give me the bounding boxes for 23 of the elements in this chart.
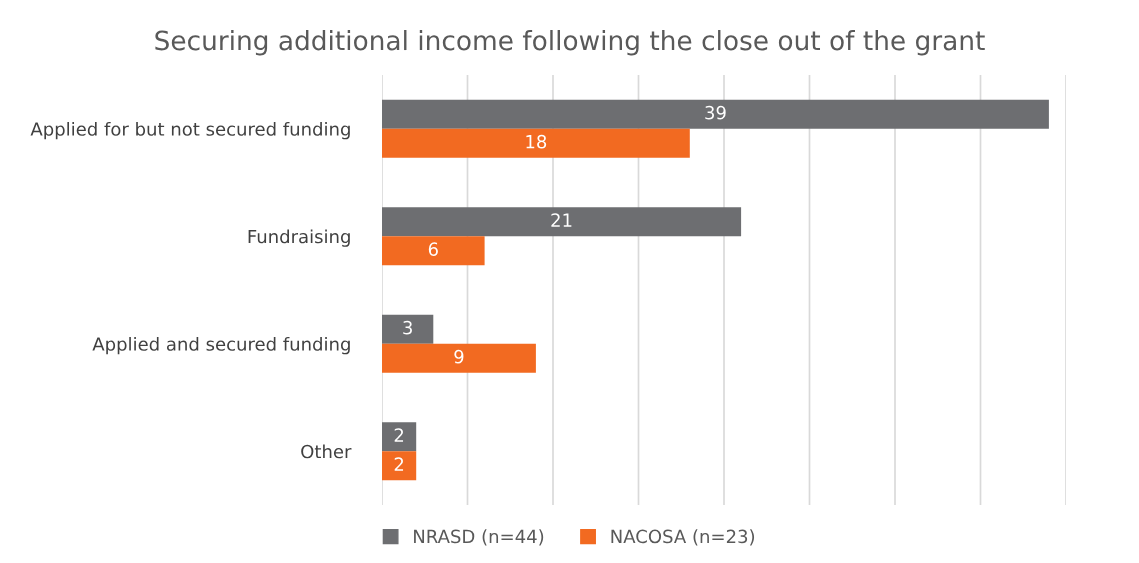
data-label: 6 <box>428 242 438 256</box>
data-label: 3 <box>403 320 412 335</box>
legend-label: NACOSA (n=23) <box>611 529 755 546</box>
bar <box>382 422 417 452</box>
bar <box>382 207 742 237</box>
data-label: 18 <box>526 134 547 149</box>
data-label: 21 <box>551 213 572 227</box>
data-label: 9 <box>454 349 464 364</box>
bar <box>382 99 1049 129</box>
data-label: 2 <box>394 457 404 471</box>
data-label: 2 <box>394 428 404 442</box>
legend-label: NRASD (n=44) <box>414 529 544 546</box>
data-label: 39 <box>705 105 726 120</box>
chart-title: Securing additional income following the close out of the grant <box>155 30 985 56</box>
bar <box>382 128 690 158</box>
bar <box>382 451 417 481</box>
y-tick-label: Applied for but not secured funding <box>30 121 350 140</box>
y-tick-label: Other <box>301 444 352 459</box>
bar <box>382 236 485 266</box>
y-tick-label: Applied and secured funding <box>92 336 350 355</box>
bar <box>382 343 536 373</box>
bar <box>382 314 434 344</box>
y-tick-label: Fundraising <box>248 229 350 247</box>
